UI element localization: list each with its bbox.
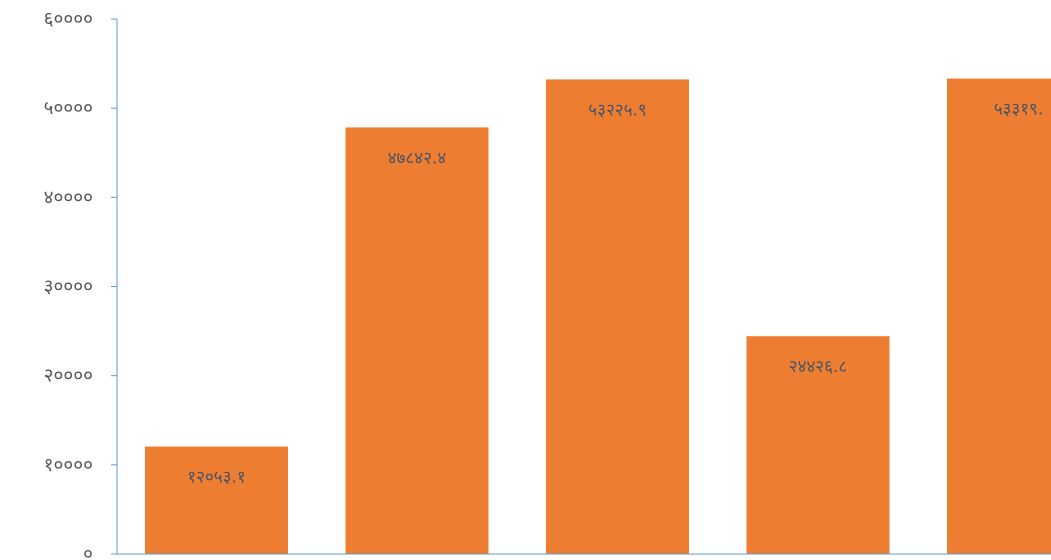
y-tick-label: १०००० bbox=[44, 454, 93, 476]
bar bbox=[746, 336, 890, 554]
bar bbox=[546, 79, 689, 554]
y-tick-label: २०००० bbox=[44, 365, 93, 387]
bar-data-label: २४४२६.८ bbox=[789, 357, 847, 377]
y-axis-ticks: ० १०००० २०००० ३०००० ४०००० ५०००० ६०००० bbox=[44, 8, 117, 560]
y-tick-label: ५०००० bbox=[44, 97, 93, 119]
data-labels-group: १२०५३.१ ४७८४२.४ ५३२२५.९ २४४२६.८ ५३३१९. bbox=[187, 100, 1043, 488]
y-tick-label: ० bbox=[83, 543, 93, 560]
bar bbox=[947, 78, 1051, 555]
bar-data-label: ४७८४२.४ bbox=[388, 148, 446, 168]
bars-group bbox=[145, 78, 1051, 555]
y-tick-label: ३०००० bbox=[44, 276, 93, 298]
bar bbox=[145, 446, 288, 554]
bar-data-label: १२०५३.१ bbox=[187, 468, 245, 488]
bar bbox=[345, 127, 489, 554]
bar-data-label: ५३२२५.९ bbox=[588, 100, 646, 120]
y-tick-label: ४०००० bbox=[44, 186, 93, 208]
bar-data-label: ५३३१९. bbox=[994, 100, 1044, 120]
y-tick-label: ६०००० bbox=[44, 8, 93, 30]
